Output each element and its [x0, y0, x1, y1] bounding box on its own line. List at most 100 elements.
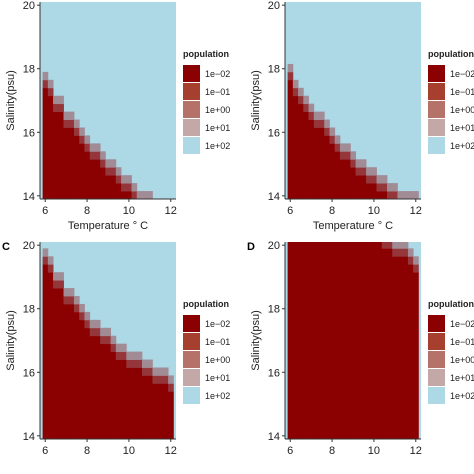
heatmap-cell: [392, 288, 398, 297]
heatmap-cell: [366, 264, 372, 273]
heatmap-cell: [89, 367, 96, 376]
heatmap-cell: [58, 367, 64, 376]
heatmap-cell: [79, 423, 85, 432]
heatmap-cell: [121, 175, 127, 184]
heatmap-cell: [308, 431, 315, 439]
heatmap-cell: [387, 383, 393, 392]
heatmap-cell: [89, 335, 96, 345]
heatmap-cell: [339, 383, 346, 392]
heatmap-cell: [68, 391, 75, 400]
heatmap-cell: [100, 375, 106, 384]
heatmap-cell: [324, 359, 330, 368]
heatmap-cell: [329, 415, 336, 424]
heatmap-cell: [397, 256, 404, 265]
legend-label: 1e+02: [205, 141, 230, 151]
heatmap-cell: [387, 264, 393, 273]
heatmap-cell: [68, 423, 75, 432]
heatmap-cell: [308, 242, 315, 249]
heatmap-cell: [94, 167, 101, 176]
legend-key: [183, 119, 200, 136]
heatmap-cell: [392, 383, 398, 392]
heatmap-cell: [392, 423, 398, 432]
heatmap-cell: [329, 351, 336, 360]
heatmap-cell: [42, 256, 49, 265]
heatmap-cell: [329, 319, 336, 329]
heatmap-cell: [298, 151, 304, 160]
heatmap-cell: [381, 431, 388, 439]
heatmap-cell: [392, 264, 398, 273]
heatmap-cell: [308, 351, 315, 360]
heatmap-cell: [58, 399, 64, 408]
heatmap-cell: [89, 415, 96, 424]
heatmap-cell: [74, 119, 80, 128]
heatmap-cell: [303, 335, 309, 345]
heatmap-cell: [298, 343, 304, 353]
heatmap-cell: [298, 159, 304, 168]
heatmap-cell: [287, 242, 294, 249]
legend-label: 1e−02: [450, 319, 474, 329]
heatmap-cell: [287, 71, 294, 81]
heatmap-cell: [42, 159, 49, 168]
heatmap-cell: [402, 191, 409, 199]
heatmap-cell: [47, 167, 54, 176]
heatmap-cell: [402, 296, 409, 305]
heatmap-cell: [79, 375, 85, 384]
heatmap-cell: [298, 431, 304, 439]
heatmap-cell: [298, 175, 304, 184]
heatmap-cell: [126, 399, 132, 408]
legend-key: [183, 369, 200, 386]
heatmap-cell: [407, 415, 414, 424]
heatmap-cell: [324, 191, 330, 199]
heatmap-cell: [329, 159, 336, 168]
heatmap-cell: [298, 280, 304, 289]
heatmap-cell: [329, 191, 336, 199]
heatmap-cell: [115, 367, 122, 376]
heatmap-cell: [319, 272, 325, 281]
heatmap-cell: [142, 399, 148, 408]
heatmap-cell: [68, 191, 75, 199]
heatmap-cell: [100, 399, 106, 408]
heatmap-cell: [58, 415, 64, 424]
heatmap-cell: [413, 359, 419, 368]
heatmap-cell: [334, 159, 341, 168]
heatmap-cell: [324, 319, 330, 329]
heatmap-cell: [376, 343, 383, 353]
heatmap-cell: [53, 296, 59, 305]
heatmap-cell: [402, 264, 409, 273]
heatmap-cell: [360, 407, 367, 416]
heatmap-cell: [413, 343, 419, 353]
heatmap-cell: [376, 303, 383, 313]
heatmap-cell: [355, 288, 362, 297]
heatmap-cell: [413, 272, 419, 281]
heatmap-cell: [313, 407, 320, 416]
heatmap-cell: [287, 280, 294, 289]
heatmap-cell: [339, 415, 346, 424]
heatmap-cell: [287, 423, 294, 432]
heatmap-cell: [162, 375, 169, 384]
heatmap-cell: [319, 415, 325, 424]
heatmap-cell: [387, 191, 393, 199]
heatmap-cell: [94, 343, 101, 353]
heatmap-cell: [136, 351, 143, 360]
heatmap-cell: [392, 280, 398, 289]
heatmap-cell: [308, 399, 315, 408]
heatmap-cell: [303, 119, 309, 128]
heatmap-cell: [308, 183, 315, 192]
heatmap-cell: [68, 183, 75, 192]
heatmap-cell: [287, 272, 294, 281]
heatmap-cell: [131, 431, 138, 439]
heatmap-cell: [345, 375, 351, 384]
heatmap-cell: [68, 367, 75, 376]
heatmap-cell: [42, 359, 49, 368]
heatmap-cell: [42, 343, 49, 353]
heatmap-cell: [162, 407, 169, 416]
heatmap-cell: [42, 264, 49, 273]
heatmap-cell: [126, 175, 132, 184]
heatmap-cell: [162, 423, 169, 432]
heatmap-cell: [387, 303, 393, 313]
y-tick-label: 14: [268, 191, 280, 203]
heatmap-cell: [397, 383, 404, 392]
heatmap-cell: [345, 431, 351, 439]
heatmap-cell: [355, 343, 362, 353]
heatmap-cell: [360, 311, 367, 321]
